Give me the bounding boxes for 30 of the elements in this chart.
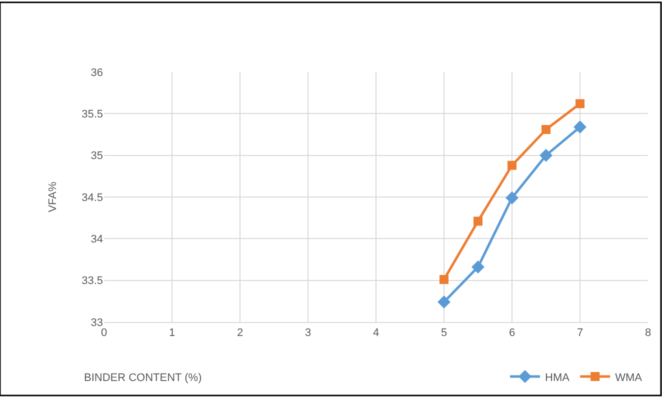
point xyxy=(506,191,518,204)
y-tick-label: 36 xyxy=(90,66,103,79)
x-tick-label: 7 xyxy=(576,327,584,340)
point xyxy=(542,125,550,134)
point xyxy=(576,99,584,108)
point xyxy=(438,296,450,308)
point xyxy=(474,216,482,226)
x-axis-title: BINDER CONTENT (%) xyxy=(84,372,202,384)
x-tick-label: 8 xyxy=(644,327,652,340)
legend-label: HMA xyxy=(545,372,570,384)
x-tick-label: 0 xyxy=(100,327,108,340)
x-tick-label: 6 xyxy=(508,327,516,340)
y-tick-label: 35 xyxy=(90,150,103,162)
point xyxy=(440,275,448,284)
y-tick-label: 35.5 xyxy=(82,108,103,121)
x-tick-label: 2 xyxy=(236,327,244,340)
point xyxy=(472,260,484,274)
point xyxy=(540,148,552,162)
x-tick-label: 1 xyxy=(168,327,176,340)
x-tick-label: 4 xyxy=(372,327,380,340)
y-tick-label: 33.5 xyxy=(82,275,103,288)
point xyxy=(508,160,516,170)
y-tick-label: 34 xyxy=(90,234,103,246)
y-tick-label: 33 xyxy=(90,316,103,329)
legend-label: WMA xyxy=(615,372,643,384)
y-axis-title: VFA% xyxy=(47,182,60,212)
point xyxy=(574,120,586,134)
y-tick-label: 34.5 xyxy=(82,192,103,204)
x-tick-label: 5 xyxy=(440,327,448,340)
x-tick-label: 3 xyxy=(304,327,312,340)
